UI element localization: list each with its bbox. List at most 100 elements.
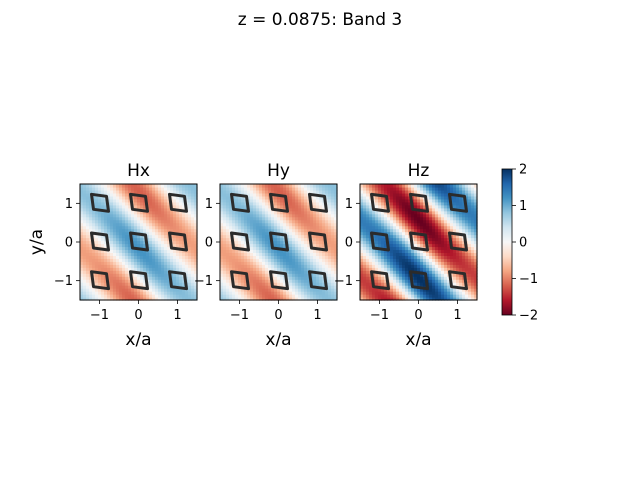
heatmap-cell: [390, 255, 394, 259]
heatmap-cell: [247, 234, 251, 239]
heatmap-cell: [194, 231, 198, 236]
heatmap-cell: [438, 201, 442, 206]
heatmap-cell: [402, 237, 406, 242]
heatmap-cell: [140, 249, 144, 254]
heatmap-cell: [277, 204, 281, 209]
heatmap-cell: [331, 297, 335, 301]
heatmap-cell: [107, 219, 111, 224]
heatmap-cell: [381, 228, 385, 233]
heatmap-cell: [447, 288, 451, 292]
heatmap-cell: [110, 255, 114, 259]
heatmap-cell: [241, 186, 245, 191]
heatmap-cell: [167, 246, 171, 251]
heatmap-cell: [393, 267, 397, 271]
heatmap-cell: [229, 252, 233, 256]
heatmap-cell: [220, 222, 224, 227]
heatmap-cell: [119, 255, 123, 259]
heatmap-cell: [402, 213, 406, 218]
heatmap-cell: [143, 288, 147, 292]
heatmap-cell: [116, 258, 120, 262]
heatmap-cell: [363, 282, 367, 286]
heatmap-cell: [223, 270, 227, 274]
heatmap-cell: [432, 261, 436, 265]
heatmap-cell: [274, 282, 278, 286]
heatmap-cell: [143, 267, 147, 271]
heatmap-cell: [474, 225, 478, 230]
heatmap-cell: [328, 234, 332, 239]
heatmap-cell: [271, 225, 275, 230]
heatmap-cell: [170, 195, 174, 200]
heatmap-cell: [80, 288, 84, 292]
heatmap-cell: [426, 255, 430, 259]
heatmap-cell: [360, 267, 364, 271]
heatmap-cell: [390, 270, 394, 274]
heatmap-cell: [366, 186, 370, 191]
heatmap-cell: [238, 255, 242, 259]
heatmap-cell: [179, 258, 183, 262]
heatmap-cell: [417, 294, 421, 298]
heatmap-cell: [256, 294, 260, 298]
heatmap-cell: [134, 219, 138, 224]
heatmap-cell: [378, 204, 382, 209]
heatmap-cell: [173, 294, 177, 298]
heatmap-cell: [435, 252, 439, 256]
heatmap-cell: [107, 225, 111, 230]
heatmap-cell: [83, 258, 87, 262]
heatmap-cell: [411, 210, 415, 215]
heatmap-cell: [393, 294, 397, 298]
heatmap-cell: [298, 276, 302, 280]
heatmap-cell: [134, 249, 138, 254]
heatmap-cell: [238, 258, 242, 262]
heatmap-cell: [194, 198, 198, 203]
heatmap-cell: [396, 252, 400, 256]
heatmap-cell: [366, 261, 370, 265]
heatmap-cell: [229, 222, 233, 227]
heatmap-cell: [369, 207, 373, 212]
heatmap-cell: [134, 201, 138, 206]
heatmap-cell: [459, 216, 463, 221]
heatmap-cell: [86, 258, 90, 262]
heatmap-cell: [450, 258, 454, 262]
heatmap-cell: [80, 243, 84, 248]
heatmap-cell: [316, 279, 320, 283]
heatmap-cell: [381, 294, 385, 298]
hole-outline: [129, 270, 149, 291]
heatmap-cell: [325, 198, 329, 203]
heatmap-cell: [331, 213, 335, 218]
heatmap-cell: [328, 219, 332, 224]
heatmap-cell: [429, 228, 433, 233]
heatmap-cell: [268, 207, 272, 212]
heatmap-cell: [185, 264, 189, 268]
heatmap-cell: [414, 198, 418, 203]
heatmap-cell: [322, 184, 326, 188]
heatmap-cell: [298, 255, 302, 259]
heatmap-cell: [423, 216, 427, 221]
heatmap-cell: [143, 291, 147, 295]
heatmap-cell: [432, 189, 436, 194]
heatmap-cell: [125, 264, 129, 268]
heatmap-cell: [328, 198, 332, 203]
heatmap-cell: [223, 237, 227, 242]
heatmap-cell: [89, 297, 93, 301]
heatmap-cell: [182, 252, 186, 256]
heatmap-cell: [179, 267, 183, 271]
heatmap-cell: [265, 237, 269, 242]
heatmap-cell: [268, 216, 272, 221]
heatmap-cell: [274, 243, 278, 248]
heatmap-cell: [298, 198, 302, 203]
heatmap-cell: [250, 222, 254, 227]
heatmap-cell: [283, 267, 287, 271]
heatmap-cell: [390, 204, 394, 209]
heatmap-cell: [393, 192, 397, 197]
heatmap-cell: [164, 285, 168, 289]
heatmap-cell: [259, 258, 263, 262]
heatmap-cell: [429, 207, 433, 212]
heatmap-cell: [310, 261, 314, 265]
heatmap-cell: [176, 210, 180, 215]
heatmap-cell: [107, 189, 111, 194]
heatmap-cell: [360, 252, 364, 256]
heatmap-cell: [191, 237, 195, 242]
heatmap-cell: [468, 225, 472, 230]
heatmap-cell: [393, 213, 397, 218]
